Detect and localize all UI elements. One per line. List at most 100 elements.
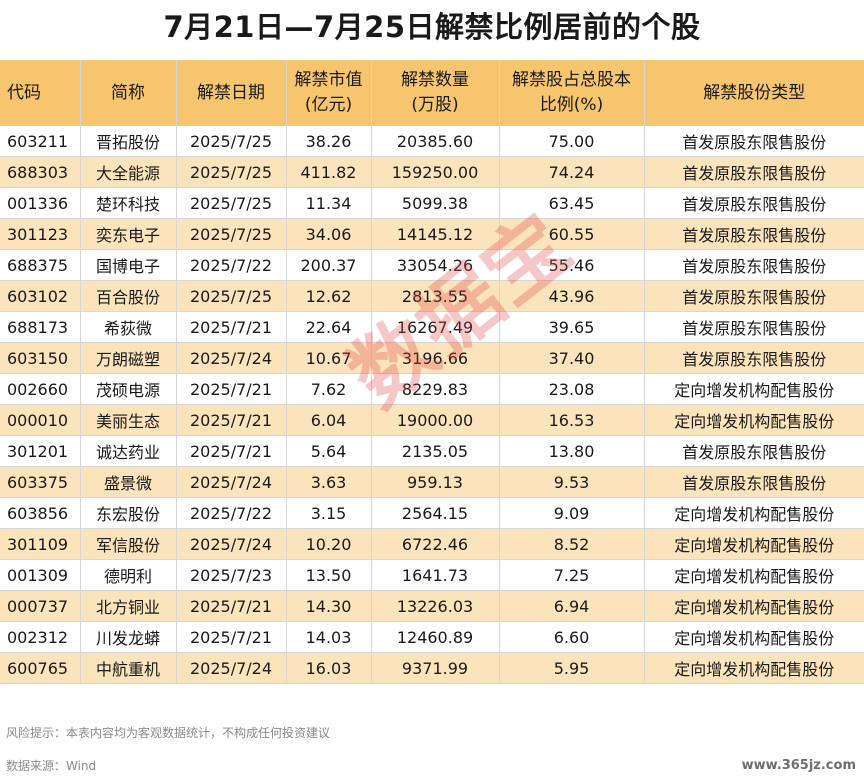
cell-name: 北方铜业 [79, 590, 176, 622]
cell-market-value: 200.37 [285, 249, 371, 281]
cell-date: 2025/7/24 [175, 342, 286, 374]
cell-ratio: 5.95 [498, 652, 644, 684]
cell-type: 首发原股东限售股份 [643, 249, 864, 281]
cell-quantity: 16267.49 [370, 311, 499, 343]
cell-market-value: 16.03 [285, 652, 371, 684]
cell-date: 2025/7/23 [175, 559, 286, 591]
cell-name: 盛景微 [79, 466, 176, 498]
cell-name: 晋拓股份 [79, 126, 176, 157]
cell-market-value: 3.63 [285, 466, 371, 498]
cell-date: 2025/7/22 [175, 497, 286, 529]
cell-type: 定向增发机构配售股份 [643, 621, 864, 653]
cell-ratio: 13.80 [498, 435, 644, 467]
cell-quantity: 1641.73 [370, 559, 499, 591]
table-row: 000010 美丽生态 2025/7/21 6.04 19000.00 16.53 定向增发… [0, 404, 864, 436]
table-row: 000737 北方铜业 2025/7/21 14.30 13226.03 6.94 定向增发… [0, 590, 864, 622]
cell-code: 301123 [0, 218, 80, 250]
cell-date: 2025/7/25 [175, 218, 286, 250]
cell-code: 688173 [0, 311, 80, 343]
cell-ratio: 16.53 [498, 404, 644, 436]
cell-code: 603211 [0, 126, 80, 157]
cell-quantity: 159250.00 [370, 156, 499, 188]
cell-code: 002660 [0, 373, 80, 405]
cell-code: 301109 [0, 528, 80, 560]
cell-ratio: 60.55 [498, 218, 644, 250]
cell-date: 2025/7/24 [175, 466, 286, 498]
cell-code: 301201 [0, 435, 80, 467]
cell-ratio: 6.60 [498, 621, 644, 653]
cell-quantity: 5099.38 [370, 187, 499, 219]
cell-code: 603375 [0, 466, 80, 498]
risk-note: 风险提示：本表内容均为客观数据统计，不构成任何投资建议 [6, 726, 331, 740]
cell-code: 001309 [0, 559, 80, 591]
cell-market-value: 10.20 [285, 528, 371, 560]
table-row: 301123 奕东电子 2025/7/25 34.06 14145.12 60.55 首发原… [0, 218, 864, 250]
cell-quantity: 959.13 [370, 466, 499, 498]
cell-quantity: 19000.00 [370, 404, 499, 436]
table-body: 603211 晋拓股份 2025/7/25 38.26 20385.60 75.00 首发原… [0, 126, 864, 684]
cell-market-value: 6.04 [285, 404, 371, 436]
table-row: 603102 百合股份 2025/7/25 12.62 2813.55 43.96 首发原股… [0, 280, 864, 312]
cell-market-value: 10.67 [285, 342, 371, 374]
cell-date: 2025/7/24 [175, 528, 286, 560]
cell-name: 美丽生态 [79, 404, 176, 436]
cell-market-value: 12.62 [285, 280, 371, 312]
cell-date: 2025/7/21 [175, 590, 286, 622]
cell-code: 600765 [0, 652, 80, 684]
cell-ratio: 9.53 [498, 466, 644, 498]
cell-code: 603102 [0, 280, 80, 312]
cell-quantity: 2135.05 [370, 435, 499, 467]
cell-market-value: 411.82 [285, 156, 371, 188]
header-type: 解禁股份类型 [643, 60, 864, 126]
header-code: 代码 [0, 60, 80, 126]
cell-ratio: 74.24 [498, 156, 644, 188]
cell-type: 首发原股东限售股份 [643, 311, 864, 343]
cell-code: 688303 [0, 156, 80, 188]
cell-market-value: 5.64 [285, 435, 371, 467]
cell-code: 002312 [0, 621, 80, 653]
cell-type: 定向增发机构配售股份 [643, 528, 864, 560]
cell-name: 奕东电子 [79, 218, 176, 250]
cell-market-value: 22.64 [285, 311, 371, 343]
table-row: 002660 茂硕电源 2025/7/21 7.62 8229.83 23.08 定向增发机… [0, 373, 864, 405]
cell-name: 希荻微 [79, 311, 176, 343]
table-row: 603375 盛景微 2025/7/24 3.63 959.13 9.53 首发原股东限售股… [0, 466, 864, 498]
cell-ratio: 7.25 [498, 559, 644, 591]
table-row: 002312 川发龙蟒 2025/7/21 14.03 12460.89 6.60 定向增发… [0, 621, 864, 653]
table-row: 001309 德明利 2025/7/23 13.50 1641.73 7.25 定向增发机构… [0, 559, 864, 591]
cell-ratio: 63.45 [498, 187, 644, 219]
cell-type: 首发原股东限售股份 [643, 342, 864, 374]
table-row: 603150 万朗磁塑 2025/7/24 10.67 3196.66 37.40 首发原股… [0, 342, 864, 374]
cell-code: 688375 [0, 249, 80, 281]
cell-quantity: 33054.26 [370, 249, 499, 281]
table-row: 688173 希荻微 2025/7/21 22.64 16267.49 39.65 首发原股… [0, 311, 864, 343]
cell-date: 2025/7/24 [175, 652, 286, 684]
cell-date: 2025/7/25 [175, 126, 286, 157]
page-title: 7月21日—7月25日解禁比例居前的个股 [163, 10, 701, 44]
cell-date: 2025/7/22 [175, 249, 286, 281]
header-row: 代码 简称 解禁日期 解禁市值 (亿元) 解禁数量 (万股) 解禁股占总股本 比例(%) 解… [0, 60, 864, 126]
cell-market-value: 38.26 [285, 126, 371, 157]
cell-date: 2025/7/25 [175, 187, 286, 219]
unlock-table: 代码 简称 解禁日期 解禁市值 (亿元) 解禁数量 (万股) 解禁股占总股本 比例(%) 解… [0, 60, 864, 684]
cell-date: 2025/7/21 [175, 373, 286, 405]
cell-type: 定向增发机构配售股份 [643, 404, 864, 436]
cell-quantity: 13226.03 [370, 590, 499, 622]
cell-ratio: 23.08 [498, 373, 644, 405]
cell-ratio: 75.00 [498, 126, 644, 157]
source-note: 数据来源：Wind [6, 759, 97, 773]
cell-ratio: 6.94 [498, 590, 644, 622]
cell-name: 诚达药业 [79, 435, 176, 467]
cell-quantity: 14145.12 [370, 218, 499, 250]
cell-type: 首发原股东限售股份 [643, 466, 864, 498]
table-row: 688303 大全能源 2025/7/25 411.82 159250.00 74.24 首… [0, 156, 864, 188]
cell-name: 楚环科技 [79, 187, 176, 219]
cell-ratio: 8.52 [498, 528, 644, 560]
cell-market-value: 7.62 [285, 373, 371, 405]
cell-quantity: 2813.55 [370, 280, 499, 312]
cell-code: 603856 [0, 497, 80, 529]
cell-ratio: 39.65 [498, 311, 644, 343]
cell-type: 首发原股东限售股份 [643, 218, 864, 250]
table-row: 688375 国博电子 2025/7/22 200.37 33054.26 55.46 首发… [0, 249, 864, 281]
cell-quantity: 8229.83 [370, 373, 499, 405]
